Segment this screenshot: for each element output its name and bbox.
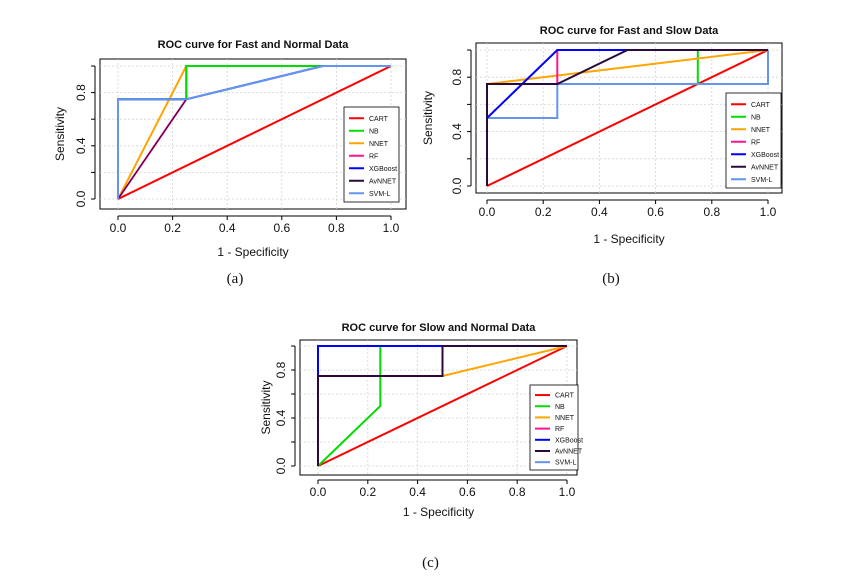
roc-chart-c: 0.0 0.2 0.4 0.6 0.8 1.0 0.0 0.4 0.8 ROC curve for… [259, 322, 583, 571]
x-tick-label: 0.8 [703, 205, 720, 219]
legend-label-nnet: NNET [369, 141, 389, 148]
legend-label-avnnet: AvNNET [369, 178, 397, 185]
legend-label-rf: RF [751, 139, 760, 146]
y-tick-label: 0.8 [450, 69, 464, 86]
legend-label-cart: CART [555, 393, 575, 400]
legend-label-cart: CART [751, 102, 771, 109]
legend-label-nb: NB [555, 404, 565, 411]
y-axis-label: Sensitivity [259, 380, 273, 434]
x-tick-label: 0.4 [591, 205, 608, 219]
x-tick-label: 0.0 [110, 221, 127, 235]
series-line-cart [486, 49, 769, 187]
legend-label-nb: NB [369, 128, 379, 135]
x-tick-label: 0.8 [328, 221, 345, 235]
x-tick-label: 0.2 [535, 205, 552, 219]
legend-label-xgboost: XGBoost [369, 166, 397, 173]
chart-title: ROC curve for Fast and Normal Data [158, 39, 350, 51]
legend-box [343, 106, 400, 203]
figure-caption: (a) [227, 271, 244, 287]
x-tick-label: 0.0 [479, 205, 496, 219]
legend-label-nb: NB [751, 114, 761, 121]
legend-label-svm-l: SVM-L [751, 177, 773, 184]
series-line-svm-l [117, 65, 391, 199]
chart-title: ROC curve for Fast and Slow Data [540, 25, 719, 37]
legend-label-svm-l: SVM-L [555, 460, 577, 467]
legend-label-svm-l: SVM-L [369, 191, 391, 198]
legend-label-cart: CART [369, 116, 389, 123]
y-tick-label: 0.4 [450, 123, 464, 140]
y-tick-label: 0.8 [74, 84, 88, 101]
legend-label-xgboost: XGBoost [555, 437, 583, 444]
series-line-avnnet [486, 49, 768, 186]
x-tick-label: 0.4 [409, 485, 426, 499]
legend-label-avnnet: AvNNET [751, 164, 779, 171]
y-tick-label: 0.0 [274, 457, 288, 474]
series-line-avnnet [317, 345, 567, 466]
roc-chart-b: 0.0 0.2 0.4 0.6 0.8 1.0 0.0 0.4 0.8 ROC curve for… [421, 25, 783, 287]
legend-label-rf: RF [555, 426, 564, 433]
x-axis-label: 1 - Specificity [593, 232, 664, 246]
series-line-cart [117, 65, 392, 200]
y-tick-label: 0.4 [274, 409, 288, 426]
legend-label-xgboost: XGBoost [751, 152, 779, 159]
plot-frame [475, 42, 783, 194]
x-tick-label: 0.2 [164, 221, 181, 235]
legend-label-nnet: NNET [751, 127, 771, 134]
x-tick-label: 0.0 [310, 485, 327, 499]
legend-label-avnnet: AvNNET [555, 448, 583, 455]
legend-label-rf: RF [369, 153, 378, 160]
y-axis-label: Sensitivity [421, 91, 435, 145]
x-axis-label: 1 - Specificity [217, 245, 288, 259]
figure-caption: (c) [422, 555, 439, 571]
y-tick-label: 0.4 [74, 137, 88, 154]
plot-frame [99, 58, 407, 210]
x-tick-label: 1.0 [559, 485, 576, 499]
series-line-cart [317, 345, 568, 467]
figure-caption: (b) [602, 271, 620, 287]
x-tick-label: 0.6 [459, 485, 476, 499]
x-tick-label: 0.2 [359, 485, 376, 499]
y-axis-label: Sensitivity [53, 107, 67, 161]
roc-chart-a: 0.0 0.2 0.4 0.6 0.8 1.0 0.0 0.4 0.8 ROC curve for… [53, 39, 407, 287]
legend-box [529, 384, 579, 471]
x-tick-label: 1.0 [383, 221, 400, 235]
x-tick-label: 0.4 [219, 221, 236, 235]
chart-title: ROC curve for Slow and Normal Data [342, 322, 537, 334]
legend-box [725, 92, 782, 189]
y-tick-label: 0.0 [74, 190, 88, 207]
y-tick-label: 0.0 [450, 177, 464, 194]
y-tick-label: 0.8 [274, 361, 288, 378]
legend-label-nnet: NNET [555, 415, 575, 422]
x-tick-label: 0.6 [647, 205, 664, 219]
x-tick-label: 0.6 [273, 221, 290, 235]
x-tick-label: 0.8 [509, 485, 526, 499]
x-axis-label: 1 - Specificity [403, 505, 474, 519]
x-tick-label: 1.0 [760, 205, 777, 219]
